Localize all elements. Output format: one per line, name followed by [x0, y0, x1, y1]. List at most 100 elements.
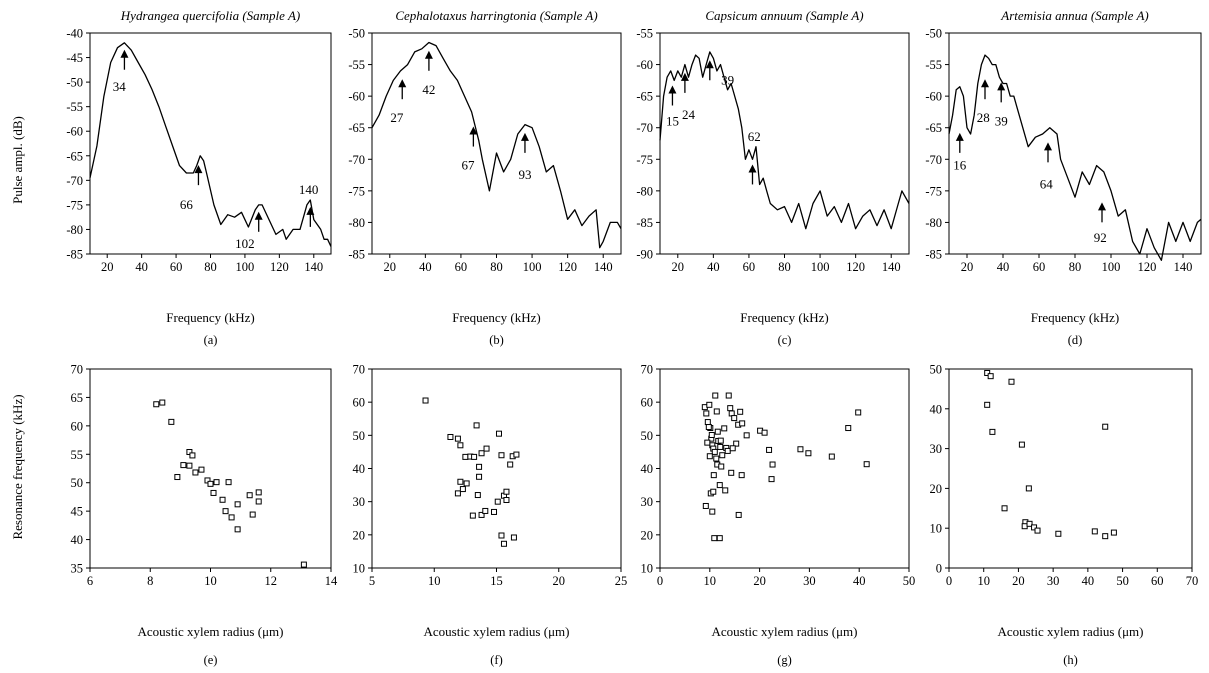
y-tick-label: 40 [71, 533, 84, 547]
data-point-g [769, 461, 776, 468]
y-tick-label: 60 [353, 396, 366, 410]
plot-frame-c [659, 32, 910, 255]
y-tick-label: -40 [66, 27, 83, 41]
panel-h: 0 10 20 30 40 50 60 70 0 10 20 30 40 50 Acoustic xylem… [930, 363, 1199, 668]
y-tick-label: -65 [348, 121, 365, 135]
y-tick-label: 60 [71, 419, 84, 433]
x-tick-label: 40 [135, 260, 148, 274]
data-point-e [186, 449, 193, 456]
data-point-f [510, 534, 517, 541]
plot-frame-b [371, 32, 622, 255]
data-point-f [478, 511, 485, 518]
data-point-f [507, 461, 514, 468]
annotation-label: 93 [518, 167, 531, 182]
x-tick-label: 100 [236, 260, 255, 274]
x-tick-label: 140 [1174, 260, 1193, 274]
x-tick-label: 100 [523, 260, 542, 274]
x-tick-label: 20 [672, 260, 685, 274]
y-tick-label: -85 [636, 216, 653, 230]
y-tick-label: -60 [348, 90, 365, 104]
y-tick-label: 10 [930, 522, 943, 536]
data-point-f [495, 430, 502, 437]
x-axis-label-g: Acoustic xylem radius (μm) [712, 624, 858, 639]
data-point-e [180, 462, 187, 469]
data-point-g [706, 453, 713, 460]
data-point-g [710, 472, 717, 479]
data-point-h [1025, 485, 1032, 492]
data-point-h [1001, 505, 1008, 512]
y-tick-label: 20 [641, 528, 654, 542]
y-tick-label: -50 [348, 27, 365, 41]
annotation-label: 62 [748, 129, 761, 144]
x-tick-label: 60 [743, 260, 756, 274]
data-point-g [710, 488, 717, 495]
y-axis-label-top: Pulse ampl. (dB) [10, 116, 25, 204]
y-tick-label: 10 [353, 562, 366, 576]
annotation-arrowhead [680, 72, 689, 81]
x-tick-label: 40 [853, 574, 866, 588]
y-tick-label: 50 [71, 476, 84, 490]
data-point-g [709, 508, 716, 515]
x-tick-label: 120 [270, 260, 289, 274]
y-axis-label-bottom: Resonance frequency (kHz) [10, 394, 25, 539]
data-point-e [225, 479, 232, 486]
data-point-h [987, 373, 994, 380]
data-point-g [735, 511, 742, 518]
annotation-arrowhead [1098, 202, 1106, 211]
x-tick-label: 10 [428, 574, 441, 588]
series-line-b [371, 41, 622, 249]
panel-a: 20 40 60 80 100 120 140 -85 -80 -75 -70 -65 -60 -55 -5… [66, 8, 332, 347]
data-point-f [494, 498, 501, 505]
y-tick-label: 45 [71, 505, 84, 519]
annotation-label: 28 [977, 110, 990, 125]
panel-b: 20 40 60 80 100 120 140 -85 -80 -75 -70 -65 -60 -55 -5… [348, 8, 622, 347]
panel-label-c: (c) [778, 333, 792, 347]
x-axis-label-c: Frequency (kHz) [740, 310, 828, 325]
x-axis-label-d: Frequency (kHz) [1031, 310, 1119, 325]
data-point-e [255, 489, 262, 496]
data-point-e [249, 511, 256, 518]
y-tick-label: 50 [641, 429, 654, 443]
data-point-g [705, 424, 712, 431]
y-tick-label: 30 [641, 495, 654, 509]
data-point-h [1021, 523, 1028, 530]
x-tick-label: 80 [490, 260, 503, 274]
data-point-g [719, 452, 726, 459]
data-point-g [727, 405, 734, 412]
y-tick-label: 10 [641, 562, 654, 576]
y-tick-label: -85 [925, 248, 942, 262]
annotation-label: 66 [180, 197, 194, 212]
data-point-f [478, 450, 485, 457]
data-point-h [1102, 533, 1109, 540]
x-tick-label: 50 [903, 574, 916, 588]
data-point-h [1110, 529, 1117, 536]
data-point-f [457, 478, 464, 485]
x-tick-label: 60 [1033, 260, 1046, 274]
data-point-h [1008, 378, 1015, 385]
x-tick-label: 70 [1186, 574, 1199, 588]
data-point-g [711, 448, 718, 455]
panel-label-d: (d) [1068, 333, 1083, 347]
data-point-g [768, 476, 775, 483]
y-tick-label: -80 [636, 184, 653, 198]
data-point-g [711, 535, 718, 542]
data-point-g [716, 482, 723, 489]
annotation-label: 39 [721, 72, 734, 87]
y-tick-label: -75 [66, 198, 83, 212]
y-tick-label: -85 [66, 248, 83, 262]
annotation-arrowhead [668, 85, 677, 94]
annotation-arrowhead [254, 211, 263, 220]
data-point-g [728, 469, 735, 476]
annotation-label: 27 [390, 110, 404, 125]
x-axis-label-f: Acoustic xylem radius (μm) [424, 624, 570, 639]
x-tick-label: 80 [204, 260, 217, 274]
data-point-g [718, 463, 725, 470]
y-tick-label: 70 [71, 363, 84, 377]
y-tick-label: -85 [348, 248, 365, 262]
annotation-label: 42 [422, 82, 435, 97]
x-tick-label: 20 [753, 574, 766, 588]
x-tick-label: 120 [1138, 260, 1157, 274]
annotation-arrowhead [955, 132, 964, 141]
